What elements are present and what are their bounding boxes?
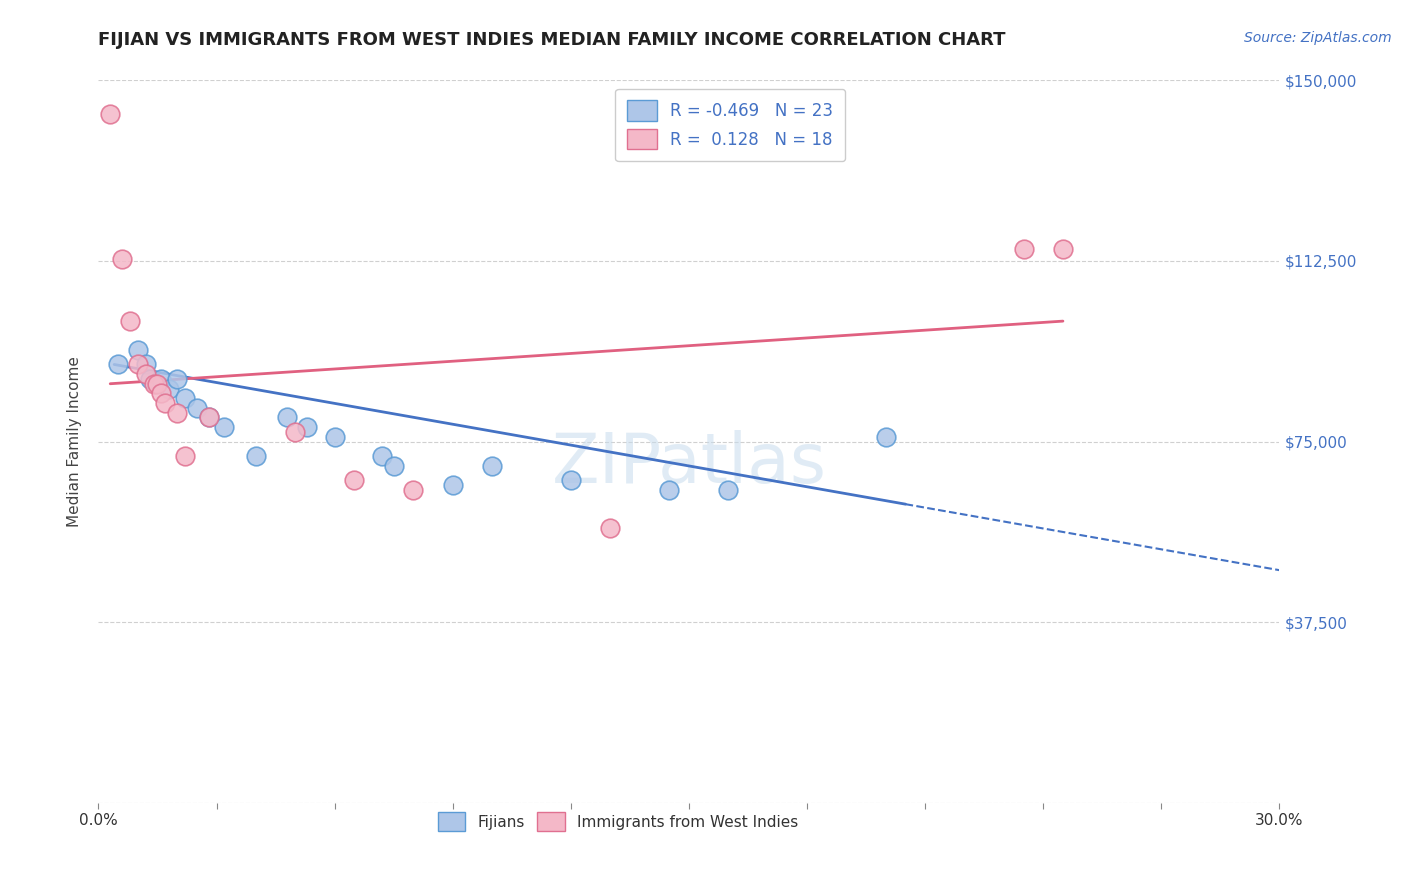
Point (150, 386, 173, 401)
Point (174, 391, 197, 405)
Y-axis label: Median Family Income: Median Family Income (67, 356, 83, 527)
Point (875, 430, 897, 444)
Point (382, 458, 405, 473)
Point (276, 410, 298, 425)
Point (560, 473, 582, 487)
Point (118, 314, 141, 328)
Point (127, 343, 149, 357)
Point (155, 396, 177, 410)
Point (197, 410, 219, 425)
Point (166, 406, 188, 420)
Point (186, 401, 208, 415)
Point (441, 478, 464, 492)
Point (174, 449, 197, 463)
Text: Source: ZipAtlas.com: Source: ZipAtlas.com (1244, 31, 1392, 45)
Point (402, 483, 425, 497)
Point (135, 358, 157, 372)
Point (135, 367, 157, 381)
Point (599, 521, 621, 535)
Point (343, 473, 366, 487)
Point (284, 425, 307, 439)
Point (127, 358, 149, 372)
Point (157, 382, 180, 396)
Point (142, 376, 165, 391)
Point (717, 483, 740, 497)
Point (323, 430, 346, 444)
Text: ZIPatlas: ZIPatlas (551, 430, 827, 497)
Legend: Fijians, Immigrants from West Indies: Fijians, Immigrants from West Indies (430, 805, 806, 838)
Point (197, 410, 219, 425)
Point (1012, 242, 1035, 256)
Point (245, 449, 267, 463)
Point (658, 483, 681, 497)
Point (214, 420, 236, 434)
Point (1052, 242, 1074, 256)
Point (138, 372, 160, 386)
Point (111, 252, 134, 266)
Point (150, 372, 173, 386)
Point (481, 458, 503, 473)
Point (371, 449, 394, 463)
Point (146, 376, 169, 391)
Point (295, 420, 318, 434)
Text: FIJIAN VS IMMIGRANTS FROM WEST INDIES MEDIAN FAMILY INCOME CORRELATION CHART: FIJIAN VS IMMIGRANTS FROM WEST INDIES ME… (98, 31, 1005, 49)
Point (98, 107, 121, 121)
Point (107, 358, 129, 372)
Point (166, 372, 188, 386)
